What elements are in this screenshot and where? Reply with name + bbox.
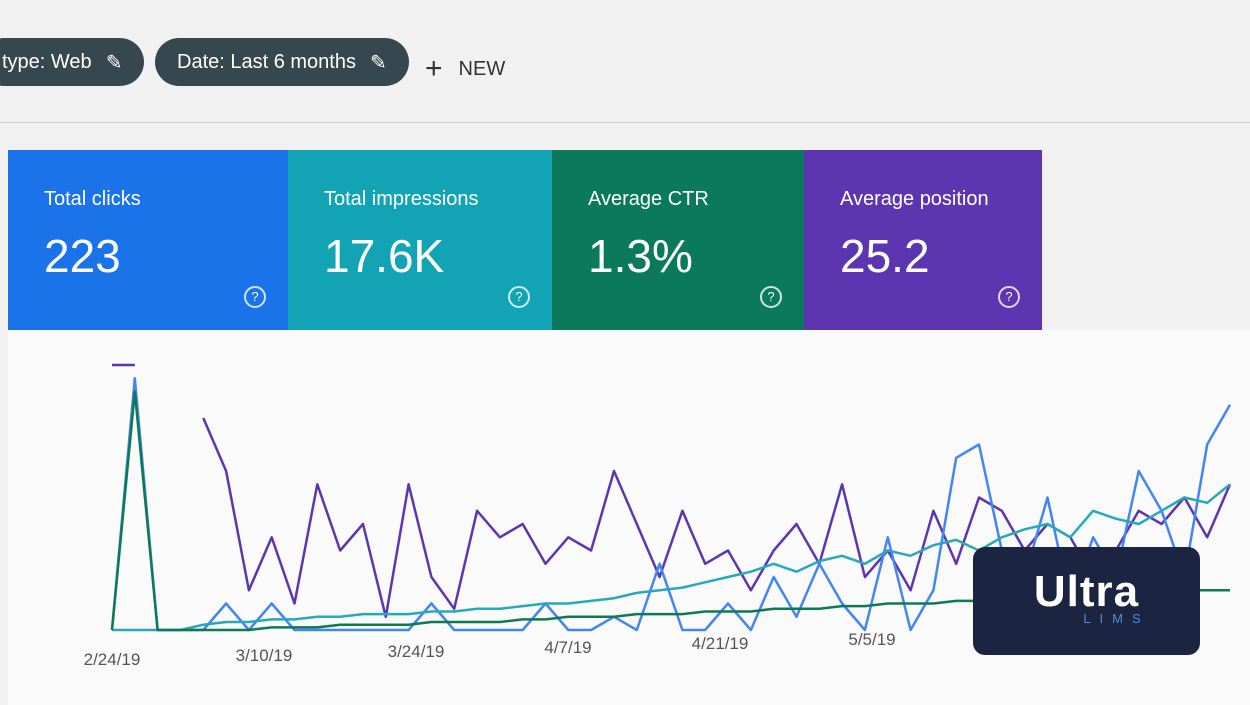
help-icon: ? — [998, 286, 1020, 308]
metric-card[interactable]: Average CTR 1.3%? — [552, 150, 804, 330]
edit-icon: ✎ — [105, 51, 123, 74]
metric-label: Total clicks — [44, 188, 141, 210]
help-icon: ? — [244, 286, 266, 308]
x-tick-label: 3/10/19 — [236, 646, 293, 665]
filter-chip[interactable]: Date: Last 6 months ✎ — [155, 38, 409, 86]
metric-value: 1.3% — [588, 230, 693, 282]
metric-label: Total impressions — [324, 188, 479, 210]
x-tick-label: 2/24/19 — [84, 650, 141, 669]
divider — [0, 122, 1250, 123]
x-tick-label: 3/24/19 — [388, 642, 445, 661]
logo-name: Ultra — [1033, 567, 1140, 616]
help-icon: ? — [508, 286, 530, 308]
x-tick-label: 5/5/19 — [848, 630, 895, 649]
chip-label: Date: Last 6 months — [177, 50, 356, 73]
metric-value: 223 — [44, 230, 121, 282]
metric-value: 17.6K — [324, 230, 445, 282]
x-tick-label: 4/21/19 — [692, 634, 749, 653]
chip-label: type: Web — [2, 50, 92, 73]
button-label: NEW — [458, 57, 506, 80]
edit-icon: ✎ — [369, 51, 387, 74]
filter-chip[interactable]: type: Web ✎ — [0, 38, 145, 86]
series-line — [112, 483, 1231, 632]
new-button[interactable]: + NEW — [425, 52, 505, 86]
logo-sub: LIMS — [1083, 611, 1150, 626]
help-icon: ? — [760, 286, 782, 308]
metric-label: Average position — [840, 188, 989, 210]
series-line — [110, 377, 1232, 632]
x-tick-label: 4/7/19 — [544, 638, 591, 657]
metric-value: 25.2 — [840, 230, 930, 282]
logo: Ultra LIMS — [973, 547, 1200, 655]
metric-label: Average CTR — [588, 188, 709, 210]
metric-card[interactable]: Total impressions 17.6K? — [288, 150, 552, 330]
metric-card[interactable]: Average position 25.2? — [804, 150, 1042, 330]
metric-card[interactable]: Total clicks 223? — [8, 150, 288, 330]
plus-icon: + — [425, 52, 443, 85]
